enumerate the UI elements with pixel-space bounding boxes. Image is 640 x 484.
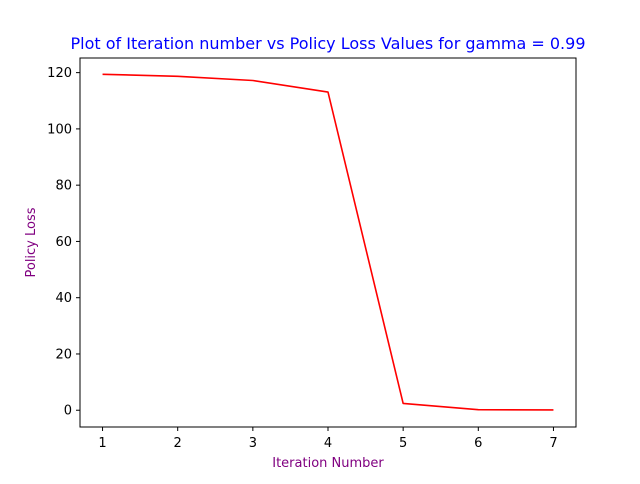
x-tick-label: 7: [549, 436, 557, 451]
y-axis-label: Policy Loss: [24, 207, 39, 277]
y-tick-label: 20: [55, 347, 72, 362]
y-tick-label: 80: [55, 179, 72, 194]
y-tick-label: 40: [55, 291, 72, 306]
y-axis-ticks: 0 20 40 60 80 100 120: [47, 66, 80, 419]
y-tick-label: 60: [55, 235, 72, 250]
x-tick-label: 1: [98, 436, 106, 451]
series-line: [102, 73, 554, 411]
x-tick-label: 5: [399, 436, 407, 451]
x-axis-label: Iteration Number: [272, 456, 384, 471]
y-tick-label: 120: [47, 66, 72, 81]
series-layer: [102, 73, 554, 411]
x-tick-label: 2: [174, 436, 182, 451]
x-tick-label: 4: [324, 436, 332, 451]
x-tick-label: 6: [474, 436, 482, 451]
y-tick-label: 100: [47, 122, 72, 137]
x-tick-label: 3: [249, 436, 257, 451]
chart-title: Plot of Iteration number vs Policy Loss …: [71, 34, 586, 53]
y-tick-label: 0: [64, 404, 72, 419]
x-axis-ticks: 1 2 3 4 5 6 7: [98, 427, 558, 451]
